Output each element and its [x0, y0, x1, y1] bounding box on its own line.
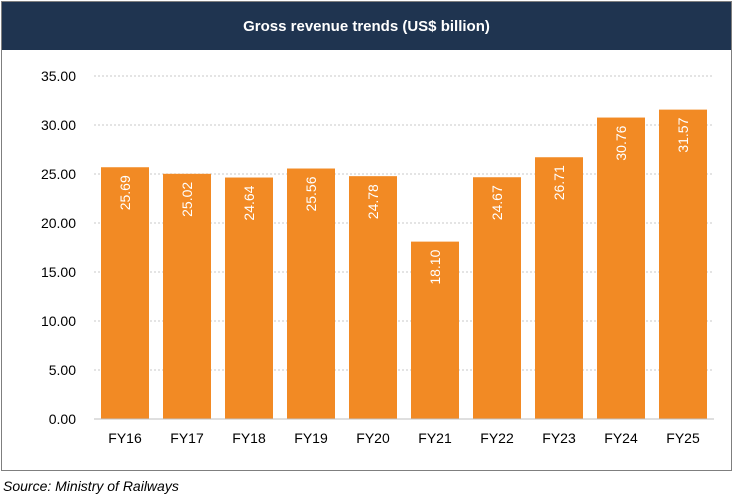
y-tick-label: 25.00 [41, 166, 76, 182]
data-label: 25.56 [303, 176, 319, 211]
y-tick-label: 0.00 [49, 411, 76, 427]
y-tick-label: 5.00 [49, 362, 76, 378]
x-tick-label: FY18 [232, 430, 266, 446]
x-tick-label: FY21 [418, 430, 452, 446]
bar [163, 173, 211, 419]
axes: 0.00 5.00 10.00 15.00 20.00 25.00 30.00 35.00 FY… [41, 68, 714, 446]
y-tick-label: 15.00 [41, 264, 76, 280]
bar [473, 177, 521, 419]
data-label: 24.78 [365, 184, 381, 219]
chart-frame: Gross revenue trends (US$ billion) 25.69… [1, 1, 732, 471]
source-note: Source: Ministry of Railways [3, 478, 179, 494]
data-label: 25.02 [179, 182, 195, 217]
x-tick-label: FY25 [666, 430, 700, 446]
bar [535, 157, 583, 419]
data-label: 25.69 [117, 175, 133, 210]
bar [597, 117, 645, 419]
plot-area: 25.69 25.02 24.64 25.56 24.78 18.10 24.67 26.71… [41, 68, 714, 446]
data-label: 31.57 [675, 117, 691, 152]
data-label: 26.71 [551, 165, 567, 200]
bar [349, 176, 397, 419]
bars: 25.69 25.02 24.64 25.56 24.78 18.10 24.67 26.71… [101, 109, 707, 419]
data-label: 30.76 [613, 125, 629, 160]
bar [225, 177, 273, 419]
x-tick-label: FY23 [542, 430, 576, 446]
x-tick-label: FY16 [108, 430, 142, 446]
x-tick-label: FY17 [170, 430, 204, 446]
y-tick-label: 10.00 [41, 313, 76, 329]
data-label: 18.10 [427, 249, 443, 284]
y-tick-label: 35.00 [41, 68, 76, 84]
x-tick-label: FY22 [480, 430, 514, 446]
x-tick-label: FY19 [294, 430, 328, 446]
bar [287, 168, 335, 419]
bar [659, 109, 707, 419]
bar [101, 167, 149, 419]
x-tick-label: FY24 [604, 430, 638, 446]
y-tick-label: 20.00 [41, 215, 76, 231]
data-label: 24.67 [489, 185, 505, 220]
bar [411, 241, 459, 419]
x-tick-label: FY20 [356, 430, 390, 446]
data-label: 24.64 [241, 185, 257, 220]
y-tick-label: 30.00 [41, 117, 76, 133]
chart-title: Gross revenue trends (US$ billion) [2, 2, 731, 50]
